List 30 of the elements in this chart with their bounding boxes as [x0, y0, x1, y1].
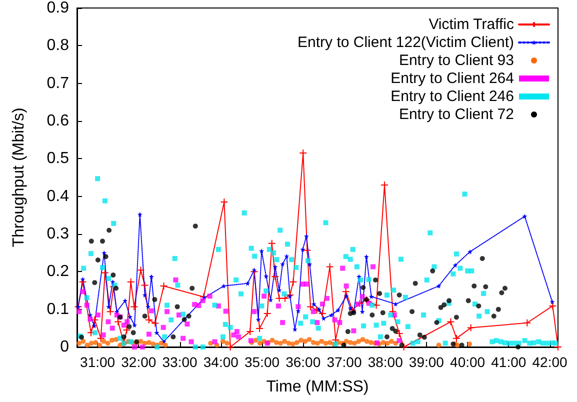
legend-label: Entry to Client 93	[398, 52, 514, 69]
legend-label: Entry to Client 122(Victim Client)	[298, 34, 514, 51]
y-tick-label: 0.8	[46, 37, 70, 54]
x-tick-label: 36:00	[286, 354, 321, 370]
x-axis-title: Time (MM:SS)	[266, 378, 369, 396]
x-tick-label: 39:00	[408, 354, 444, 370]
x-tick-label: 31:00	[80, 354, 116, 370]
y-tick-label: 0.4	[46, 188, 70, 205]
y-tick-label: 0.5	[46, 150, 70, 168]
x-tick-label: 38:00	[368, 354, 404, 370]
x-tick-label: 35:00	[244, 354, 280, 370]
x-tick-label: 40:00	[450, 354, 486, 370]
x-tick-label: 33:00	[162, 354, 198, 370]
y-tick-label: 0.6	[46, 112, 70, 130]
legend-label: Entry to Client 72	[398, 106, 514, 123]
y-tick-label: 0.7	[46, 74, 70, 92]
legend-label: Entry to Client 246	[390, 88, 514, 105]
legend-label: Victim Traffic	[428, 16, 514, 33]
y-tick-label: 0.1	[46, 300, 70, 318]
y-tick-label: 0.2	[46, 263, 70, 280]
x-tick-label: 34:00	[203, 354, 239, 370]
x-tick-label: 42:00	[532, 354, 568, 370]
y-tick-label: 0	[60, 338, 70, 356]
legend-label: Entry to Client 264	[390, 70, 514, 87]
y-axis-title: Throughput (Mbit/s)	[10, 108, 28, 248]
y-tick-label: 0.9	[46, 0, 70, 16]
y-tick-label: 0.3	[46, 226, 70, 242]
x-tick-label: 37:00	[326, 354, 362, 370]
x-tick-label: 41:00	[491, 354, 526, 370]
x-tick-label: 32:00	[121, 354, 156, 370]
